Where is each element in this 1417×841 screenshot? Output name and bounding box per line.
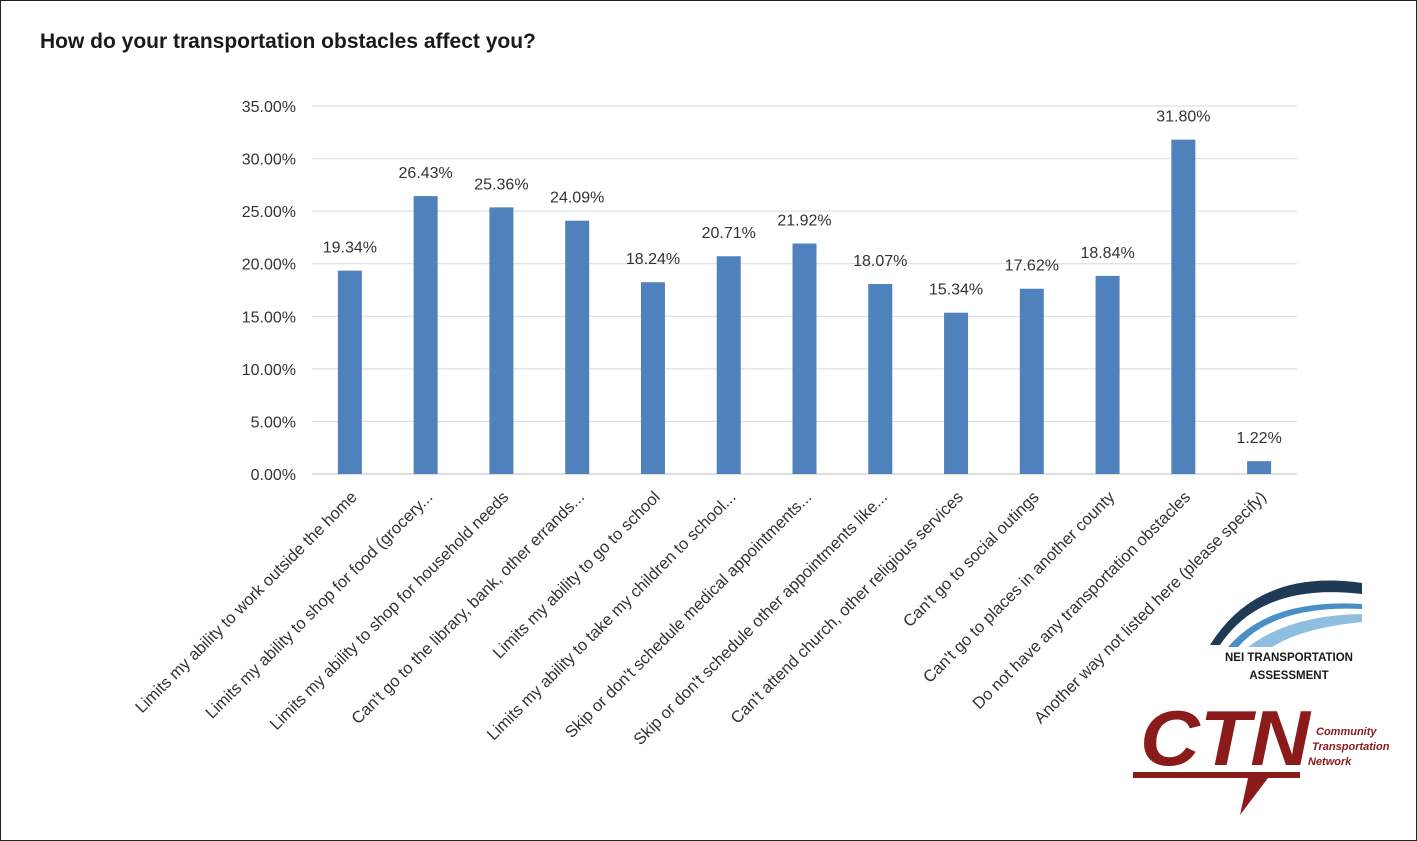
data-label: 24.09%: [550, 190, 604, 207]
data-label: 19.34%: [323, 240, 377, 257]
bar: [413, 196, 438, 474]
bar: [716, 256, 741, 474]
y-tick-label: 15.00%: [242, 309, 296, 326]
y-tick-label: 5.00%: [251, 414, 296, 431]
data-label: 20.71%: [702, 225, 756, 242]
bar: [489, 207, 514, 474]
bar: [640, 282, 665, 474]
nei-transportation-logo: NEI TRANSPORTATION ASSESSMENT: [1210, 580, 1362, 682]
nei-logo-line2: ASSESSMENT: [1249, 670, 1328, 682]
ctn-logo-word-1: Community: [1316, 726, 1377, 738]
bar: [1171, 139, 1196, 474]
x-category-label: Skip or don't schedule other appointment…: [630, 488, 891, 749]
y-tick-label: 0.00%: [251, 467, 296, 484]
nei-road-stripe: [1228, 603, 1362, 647]
x-category-label: Limits my ability to go to school: [490, 488, 664, 662]
data-label: 18.84%: [1080, 245, 1134, 262]
bar: [868, 284, 893, 474]
bar: [337, 270, 362, 474]
y-tick-label: 35.00%: [242, 99, 296, 116]
nei-logo-line1: NEI TRANSPORTATION: [1225, 652, 1353, 664]
bar: [792, 243, 817, 474]
data-label: 21.92%: [777, 213, 831, 230]
data-label: 25.36%: [474, 176, 528, 193]
ctn-logo: CTN Community Transportation Network: [1133, 694, 1390, 815]
ctn-logo-word-3: Network: [1308, 756, 1352, 768]
y-tick-label: 30.00%: [242, 152, 296, 169]
chart-title: How do your transportation obstacles aff…: [40, 30, 536, 53]
y-tick-label: 20.00%: [242, 257, 296, 274]
nei-road-arc: [1210, 580, 1362, 645]
ctn-logo-word-2: Transportation: [1312, 741, 1390, 753]
ctn-logo-mark: CTN: [1140, 694, 1312, 782]
bar: [1095, 275, 1120, 474]
data-label: 1.22%: [1236, 430, 1281, 447]
data-label: 17.62%: [1005, 258, 1059, 275]
x-axis-labels: Limits my ability to work outside the ho…: [132, 488, 1270, 749]
ctn-speech-tail: [1133, 772, 1300, 815]
data-label: 18.07%: [853, 253, 907, 270]
bar: [565, 220, 590, 474]
data-label: 15.34%: [929, 282, 983, 299]
y-axis-ticks: 0.00% 5.00% 10.00% 15.00% 20.00% 25.00% 30.00%…: [242, 99, 296, 484]
bar: [944, 312, 969, 474]
y-tick-label: 25.00%: [242, 204, 296, 221]
data-labels: 19.34% 26.43% 25.36% 24.09% 18.24% 20.71% 21.9…: [323, 109, 1282, 448]
x-category-label: Can't go to social outings: [900, 488, 1043, 631]
bar: [1019, 288, 1044, 474]
bars: [337, 139, 1272, 474]
nei-road-surface: [1248, 614, 1362, 647]
data-label: 31.80%: [1156, 109, 1210, 126]
y-tick-label: 10.00%: [242, 362, 296, 379]
data-label: 26.43%: [399, 165, 453, 182]
bar: [1247, 461, 1272, 474]
data-label: 18.24%: [626, 251, 680, 268]
